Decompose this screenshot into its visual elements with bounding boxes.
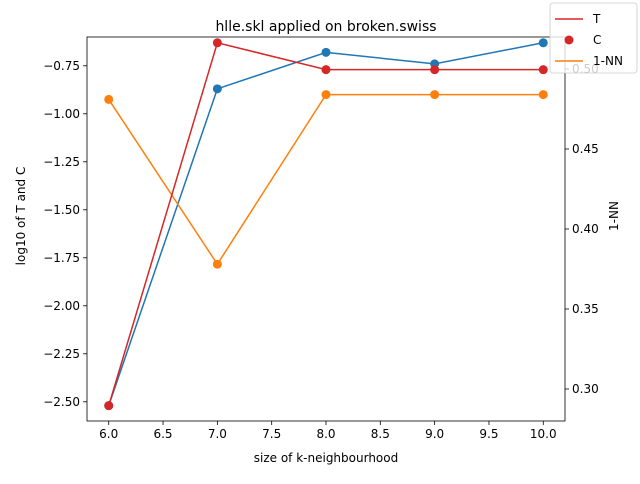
right-y-tick-label: 0.40 [572,222,599,236]
right-y-tick-label: 0.35 [572,302,599,316]
x-tick-label: 9.5 [479,427,498,441]
left-y-tick-label: −1.00 [43,107,80,121]
x-tick-label: 10.0 [530,427,557,441]
data-point-c [104,401,114,411]
left-y-tick-label: −2.00 [43,299,80,313]
x-tick-label: 6.0 [99,427,118,441]
data-point-series-2 [212,84,222,94]
x-axis-ticks: 6.0 6.5 7.0 7.5 8.0 8.5 9.0 9.5 10.0 [99,421,557,441]
data-point-c [212,38,222,48]
x-axis-label: size of k-neighbourhood [254,451,398,465]
left-y-tick-label: −1.50 [43,203,80,217]
x-tick-label: 7.0 [208,427,227,441]
data-point-c [538,65,548,75]
left-y-tick-label: −0.75 [43,59,80,73]
right-y-tick-label: 0.30 [572,382,599,396]
legend-label-t: T [592,12,601,26]
right-y-axis-ticks: 0.300.350.400.450.50 [565,62,599,396]
series-line-1-nn [108,93,544,266]
left-y-tick-label: −1.75 [43,251,80,265]
x-tick-label: 8.0 [316,427,335,441]
x-tick-label: 6.5 [153,427,172,441]
x-tick-label: 7.5 [262,427,281,441]
legend-label-c: C [593,33,601,47]
right-y-axis-label: 1-NN [607,201,621,231]
legend-swatch-c [564,35,574,45]
data-point-c [321,65,331,75]
chart-title: hlle.skl applied on broken.swiss [215,19,436,35]
data-point-series-2 [538,38,548,48]
right-y-tick-label: 0.45 [572,142,599,156]
left-y-axis-label: log10 of T and C [14,167,28,266]
left-y-tick-label: −2.50 [43,395,80,409]
data-point-1-nn [321,90,331,100]
legend: T C 1-NN [549,2,638,74]
x-tick-label: 8.5 [371,427,390,441]
left-y-tick-label: −1.25 [43,155,80,169]
plot-frame [86,36,566,422]
left-y-axis-ticks: −0.75 −1.00 −1.25 −1.50 −1.75 −2.00 −2.25 −2.50 [43,59,87,409]
data-point-1-nn [212,259,222,269]
series-layer [104,38,548,411]
legend-box [549,2,638,74]
legend-label-1nn: 1-NN [593,54,623,68]
left-y-tick-label: −2.25 [43,347,80,361]
data-point-1-nn [430,90,440,100]
data-point-1-nn [538,90,548,100]
data-point-1-nn [104,94,114,104]
data-point-series-2 [321,47,331,57]
data-point-c [430,65,440,75]
x-tick-label: 9.0 [425,427,444,441]
